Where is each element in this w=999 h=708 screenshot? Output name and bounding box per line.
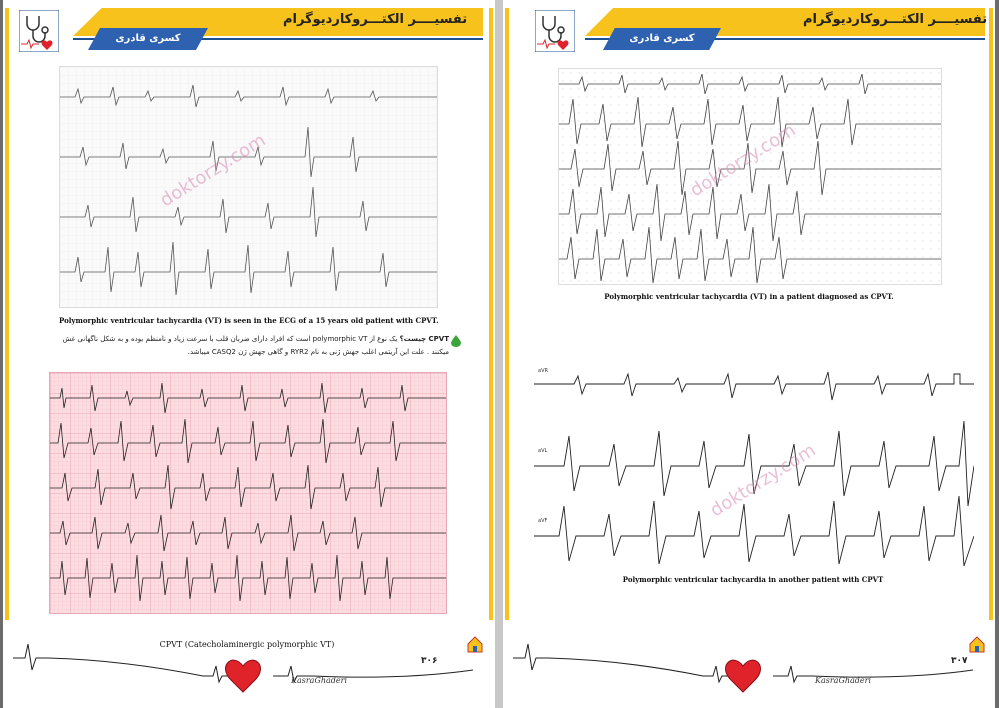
house-icon: [467, 636, 483, 653]
page-number: ۳۰۷: [951, 656, 968, 666]
paragraph-line: میکنند . علت این آریتمی اغلب جهش ژنی به …: [187, 348, 449, 356]
book-title: تفسیــــر الکتـــروکاردیوگرام: [283, 12, 468, 27]
ecg-tracing: [559, 69, 941, 284]
page-footer: ۳۰۶ KasraGhaderi: [3, 630, 495, 708]
ecg-figure: [558, 68, 942, 285]
drop-icon: [451, 335, 461, 347]
ecg-tracing: [60, 67, 437, 307]
footer-ecg-line: [13, 643, 474, 693]
right-page: تفسیــــر الکتـــروکاردیوگرام کسری قادری…: [503, 0, 995, 708]
lead-label: aVR: [538, 368, 548, 374]
page-footer: ۳۰۷ KasraGhaderi: [503, 630, 995, 708]
footer-ecg-line: [513, 643, 974, 693]
left-page: تفسیــــر الکتـــروکاردیوگرام کسری قادری…: [3, 0, 495, 708]
header-divider: [585, 38, 985, 40]
definition-paragraph: CPVT چیست؟ یک نوع از polymorphic VT است …: [43, 333, 449, 359]
author-badge: کسری قادری: [88, 28, 208, 50]
stethoscope-icon: [19, 10, 59, 52]
signature: KasraGhaderi: [291, 676, 347, 685]
ecg-figure: aVR aVL aVF: [533, 365, 975, 572]
ecg-figure: [49, 372, 447, 614]
house-icon: [969, 636, 985, 653]
margin-accent-bar: [489, 8, 493, 620]
figure-caption: Polymorphic ventricular tachycardia (VT)…: [59, 316, 439, 325]
margin-accent-bar: [5, 8, 9, 620]
heart-icon: [725, 659, 761, 693]
ecg-tracing: [50, 373, 446, 613]
book-title: تفسیــــر الکتـــروکاردیوگرام: [803, 12, 988, 27]
figure-caption: CPVT (Catecholaminergic polymorphic VT): [159, 640, 335, 649]
stethoscope-icon: [535, 10, 575, 52]
margin-accent-bar: [989, 8, 993, 620]
lead-label: aVL: [538, 448, 548, 454]
figure-caption: Polymorphic ventricular tachycardia in a…: [622, 575, 884, 584]
book-gutter: [495, 0, 503, 708]
ecg-figure: [59, 66, 438, 308]
paragraph-heading: CPVT چیست؟: [399, 335, 449, 343]
page-number: ۳۰۶: [421, 656, 438, 666]
author-badge: کسری قادری: [603, 28, 721, 50]
lead-label: aVF: [538, 518, 548, 524]
ecg-tracing: [534, 371, 974, 567]
signature: KasraGhaderi: [815, 676, 871, 685]
heart-icon: [225, 659, 261, 693]
paragraph-line: یک نوع از polymorphic VT است که افراد دا…: [62, 335, 398, 343]
figure-caption: Polymorphic ventricular tachycardia (VT)…: [604, 292, 894, 301]
header-divider: [73, 38, 483, 40]
margin-accent-bar: [505, 8, 509, 620]
